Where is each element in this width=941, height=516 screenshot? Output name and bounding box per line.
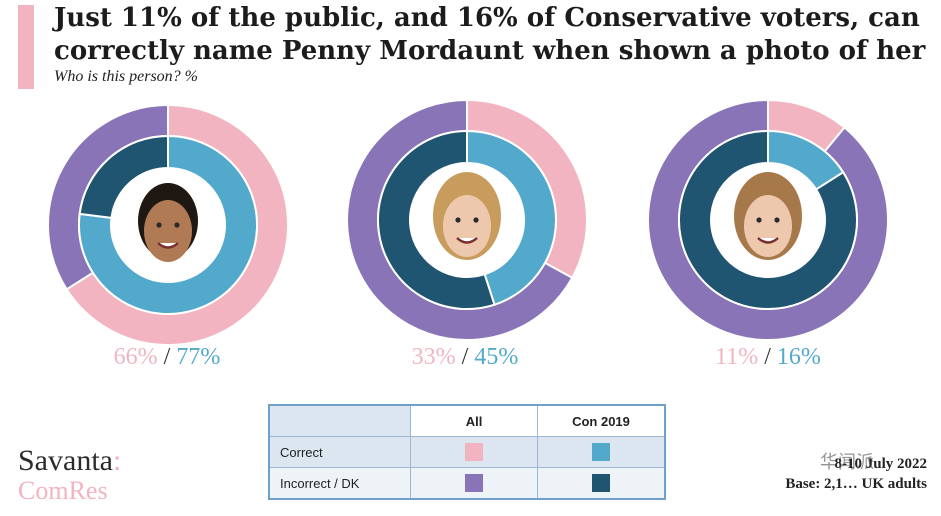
brand-name: Savanta (18, 444, 113, 477)
donut-2-con-incorrect-slice (377, 129, 496, 310)
chart-subtitle: Who is this person? % (54, 68, 198, 85)
donut-2-con-correct-slice (466, 129, 557, 306)
title-accent-bar (18, 5, 34, 89)
man-portrait-icon (112, 169, 224, 281)
chart-1-all-label: 66% (113, 344, 158, 370)
chart-3-percentages: 11%/16% (648, 344, 888, 371)
donut-charts (47, 98, 889, 346)
brand-line-2: ComRes (18, 476, 108, 505)
chart-2-percentages: 33%/45% (345, 344, 585, 371)
woman-portrait-icon (712, 164, 824, 276)
legend-swatch-cell (537, 436, 666, 468)
separator: / (163, 344, 171, 370)
swatch-con-incorrect (592, 474, 610, 492)
watermark: 华闻派 (820, 452, 874, 473)
chart-3-all-label: 11% (715, 344, 759, 370)
swatch-con-correct (592, 443, 610, 461)
chart-2-all-label: 33% (411, 344, 456, 370)
swatch-all-correct (465, 443, 483, 461)
brand-logo: Savanta: ComRes (18, 446, 121, 506)
legend-label-correct: Correct (268, 436, 411, 468)
legend-table: All Con 2019 Correct Incorrect / DK (268, 404, 666, 500)
chart-3-con-label: 16% (776, 344, 821, 370)
brand-line-1: Savanta: (18, 446, 121, 476)
legend-label-incorrect: Incorrect / DK (268, 467, 411, 500)
donut-1-con-incorrect-slice (78, 134, 169, 219)
swatch-all-incorrect (465, 474, 483, 492)
legend-header-con: Con 2019 (537, 404, 666, 437)
separator: / (461, 344, 469, 370)
footnote: 8-10 July 2022 Base: 2,1… UK adults (785, 454, 927, 494)
legend-header-all: All (410, 404, 538, 437)
chart-1-percentages: 66%/77% (47, 344, 287, 371)
donut-1-con-correct-slice (78, 134, 258, 315)
chart-title: Just 11% of the public, and 16% of Conse… (54, 3, 926, 66)
brand-colon: : (112, 444, 122, 477)
footnote-base: Base: 2,1… UK adults (785, 476, 927, 492)
chart-1-con-label: 77% (176, 344, 221, 370)
legend-corner (268, 404, 411, 437)
footnote-dates: 8-10 July 2022 (834, 456, 927, 472)
legend-header-row: All Con 2019 (268, 404, 666, 437)
legend-swatch-cell (410, 467, 538, 500)
woman-portrait-icon (411, 164, 523, 276)
legend-swatch-cell (410, 436, 538, 468)
separator: / (764, 344, 771, 370)
legend-row-incorrect: Incorrect / DK (268, 467, 666, 500)
chart-2-con-label: 45% (474, 344, 519, 370)
legend-row-correct: Correct (268, 436, 666, 468)
legend-swatch-cell (537, 467, 666, 500)
donut-3-con-incorrect-slice (678, 129, 858, 310)
